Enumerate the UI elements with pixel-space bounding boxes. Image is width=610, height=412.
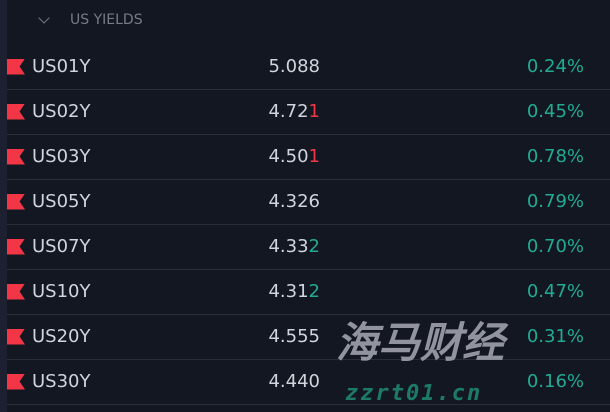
flag-icon[interactable] xyxy=(7,58,25,75)
symbol: US03Y xyxy=(32,146,91,167)
symbol: US05Y xyxy=(32,191,91,212)
last-price: 5.088 xyxy=(268,56,320,77)
flag-icon[interactable] xyxy=(7,148,25,165)
last-price-main: 4.72 xyxy=(268,101,309,122)
watchlist-row-us20y[interactable]: US20Y 4.555 0.31% xyxy=(7,314,610,360)
flag-icon[interactable] xyxy=(7,193,25,210)
last-price: 4.332 xyxy=(268,236,320,257)
last-price: 4.501 xyxy=(268,146,320,167)
change-percent: 0.79% xyxy=(526,191,584,212)
change-percent: 0.16% xyxy=(526,371,584,392)
change-percent: 0.70% xyxy=(526,236,584,257)
section-header-us-yields[interactable]: US YIELDS xyxy=(36,10,143,30)
symbol: US30Y xyxy=(32,371,91,392)
last-price: 4.721 xyxy=(268,101,320,122)
watchlist-row-us03y[interactable]: US03Y 4.501 0.78% xyxy=(7,134,610,180)
symbol: US01Y xyxy=(32,56,91,77)
symbol: US10Y xyxy=(32,281,91,302)
symbol: US02Y xyxy=(32,101,91,122)
symbol: US07Y xyxy=(32,236,91,257)
flag-icon[interactable] xyxy=(7,328,25,345)
last-price-tick: 2 xyxy=(308,236,320,257)
panel-border xyxy=(0,0,7,412)
watermark-logo: 海马财经 xyxy=(336,318,505,367)
watchlist-row-us01y[interactable]: US01Y 5.088 0.24% xyxy=(7,44,610,90)
change-percent: 0.31% xyxy=(526,326,584,347)
change-percent: 0.47% xyxy=(526,281,584,302)
flag-icon[interactable] xyxy=(7,103,25,120)
watchlist-row-us10y[interactable]: US10Y 4.312 0.47% xyxy=(7,269,610,315)
chevron-down-icon[interactable] xyxy=(38,12,50,24)
last-price: 4.555 xyxy=(268,326,320,347)
last-price-main: 4.50 xyxy=(268,146,309,167)
watchlist-row-us07y[interactable]: US07Y 4.332 0.70% xyxy=(7,224,610,270)
last-price-main: 4.31 xyxy=(268,281,309,302)
section-title: US YIELDS xyxy=(70,12,143,28)
last-price-main: 4.33 xyxy=(268,236,309,257)
last-price: 4.326 xyxy=(268,191,320,212)
change-percent: 0.78% xyxy=(526,146,584,167)
watchlist-row-us02y[interactable]: US02Y 4.721 0.45% xyxy=(7,89,610,135)
symbol: US20Y xyxy=(32,326,91,347)
last-price-tick: 1 xyxy=(308,101,320,122)
last-price-tick: 2 xyxy=(308,281,320,302)
last-price-main: 4.326 xyxy=(268,191,320,212)
last-price: 4.312 xyxy=(268,281,320,302)
last-price-tick: 1 xyxy=(308,146,320,167)
change-percent: 0.24% xyxy=(526,56,584,77)
last-price-main: 4.555 xyxy=(268,326,320,347)
last-price-main: 5.088 xyxy=(268,56,320,77)
watchlist-row-us30y[interactable]: US30Y 4.440 0.16% xyxy=(7,359,610,405)
last-price-main: 4.440 xyxy=(268,371,320,392)
watermark-url: zzrt01.cn xyxy=(345,381,483,406)
last-price: 4.440 xyxy=(268,371,320,392)
flag-icon[interactable] xyxy=(7,373,25,390)
change-percent: 0.45% xyxy=(526,101,584,122)
flag-icon[interactable] xyxy=(7,238,25,255)
watchlist-row-us05y[interactable]: US05Y 4.326 0.79% xyxy=(7,179,610,225)
flag-icon[interactable] xyxy=(7,283,25,300)
